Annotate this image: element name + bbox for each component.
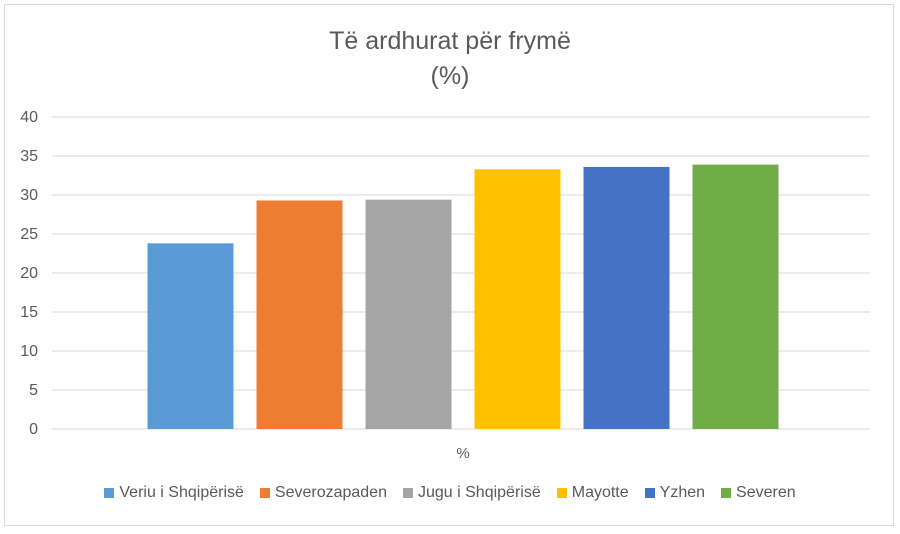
bar-yzhen — [583, 166, 670, 430]
legend-item: Jugu i Shqipërisë — [402, 484, 541, 502]
chart-title-block: Të ardhurat për frymë (%) — [0, 24, 900, 94]
chart-title: Të ardhurat për frymë — [329, 27, 571, 55]
legend-swatch — [644, 488, 655, 498]
y-axis-ticks: 0 5 10 15 20 25 30 35 40 — [20, 109, 38, 438]
legend-item: Mayotte — [556, 484, 629, 502]
legend-swatch — [721, 488, 732, 498]
legend-label: Severen — [736, 484, 796, 501]
legend-label: Veriu i Shqipërisë — [119, 484, 244, 501]
legend-item: Severen — [721, 484, 796, 502]
bar-mayotte — [474, 169, 561, 429]
legend-item: Veriu i Shqipërisë — [104, 484, 244, 502]
chart-subtitle: (%) — [430, 62, 470, 90]
y-tick-label: 25 — [20, 226, 38, 243]
y-tick-label: 35 — [20, 148, 38, 165]
legend: Veriu i Shqipërisë Severozapaden Jugu i Sh… — [0, 484, 900, 502]
legend-item: Severozapaden — [259, 484, 387, 502]
y-tick-label: 10 — [20, 343, 38, 360]
y-tick-label: 30 — [20, 187, 38, 204]
bar-jugu-i-shqip-ris- — [365, 199, 452, 429]
legend-swatch — [104, 488, 115, 498]
legend-swatch — [259, 488, 270, 498]
y-tick-label: 0 — [29, 421, 38, 438]
y-tick-label: 40 — [20, 109, 38, 126]
y-tick-label: 5 — [29, 382, 38, 399]
x-axis-labels: % — [456, 445, 469, 462]
legend-label: Severozapaden — [274, 484, 387, 501]
y-tick-label: 15 — [20, 304, 38, 321]
legend-label: Yzhen — [659, 484, 706, 501]
legend-label: Mayotte — [571, 484, 629, 501]
y-tick-label: 20 — [20, 265, 38, 282]
x-category-label: % — [456, 445, 469, 462]
legend-label: Jugu i Shqipërisë — [417, 484, 541, 501]
legend-swatch — [556, 488, 567, 498]
legend-swatch — [402, 488, 413, 498]
bar-veriu-i-shqip-ris- — [147, 243, 234, 429]
bar-severen — [692, 164, 779, 429]
bar-severozapaden — [256, 200, 343, 429]
legend-item: Yzhen — [644, 484, 706, 502]
bars — [147, 164, 779, 430]
